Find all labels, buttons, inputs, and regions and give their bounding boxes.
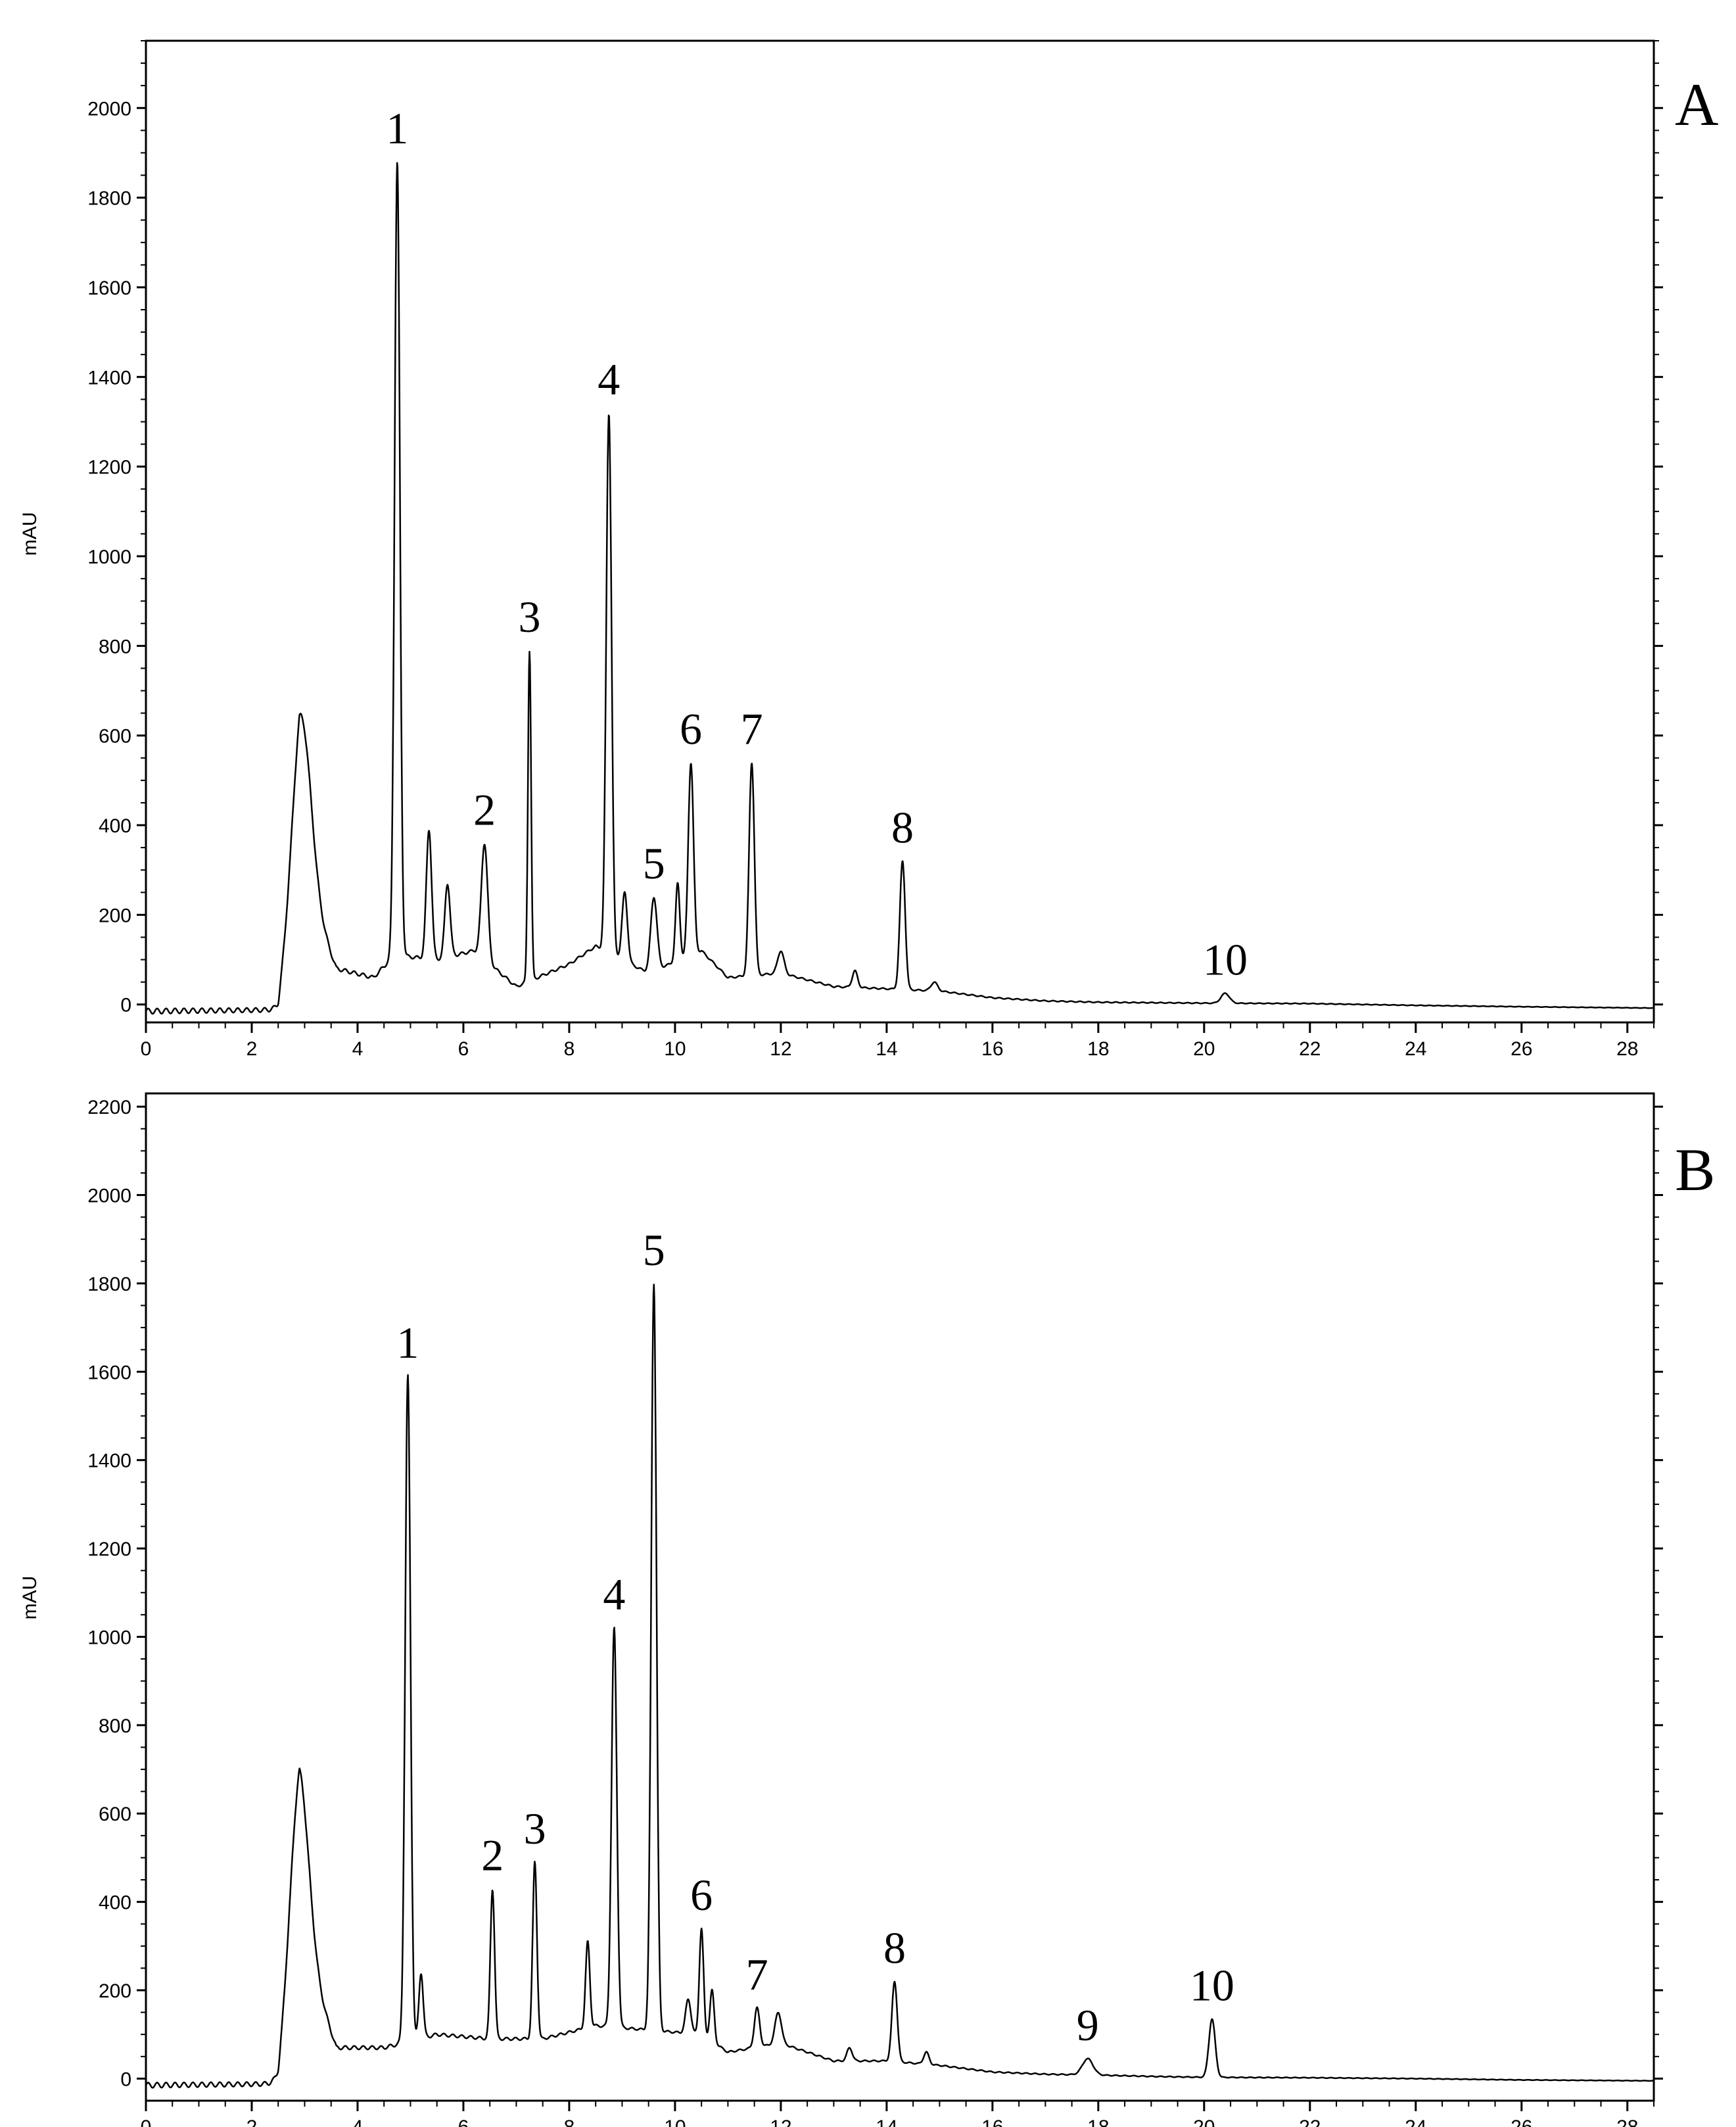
series-line xyxy=(145,162,1654,1015)
y-axis: 0 200 400 600 800 1000 1200 1400 1600 1800 2000 xyxy=(87,40,1663,1016)
panel-b: 0200400600800100012001400160018002000220… xyxy=(19,1092,1715,2127)
x-tick-label: 12 xyxy=(770,2116,791,2127)
peak-labels: 1 2 3 4 5 6 7 8 10 xyxy=(386,103,1248,985)
y-tick-label: 2000 xyxy=(87,98,131,120)
peak-label-6: 6 xyxy=(690,1870,713,1920)
y-tick-label: 1400 xyxy=(87,367,131,389)
x-tick-label: 0 xyxy=(141,2116,152,2127)
x-tick-label: 8 xyxy=(564,2116,575,2127)
peak-label-8: 8 xyxy=(891,803,914,853)
x-tick-label: 8 xyxy=(564,1038,575,1060)
y-tick-label: 800 xyxy=(99,636,131,657)
peak-label-5: 5 xyxy=(643,838,665,888)
x-tick-label: 12 xyxy=(770,1038,791,1060)
x-tick-label: 10 xyxy=(664,2116,686,2127)
y-tick-label: 0 xyxy=(120,995,131,1016)
x-tick-label: 14 xyxy=(876,2116,897,2127)
peak-label-7: 7 xyxy=(741,704,763,754)
y-tick-label: 600 xyxy=(99,726,131,748)
x-tick-label: 16 xyxy=(981,2116,1003,2127)
peak-label-4: 4 xyxy=(598,354,620,404)
y-tick-label: 1600 xyxy=(87,1362,131,1383)
peak-label-1: 1 xyxy=(396,1318,419,1368)
y-tick-label: 0 xyxy=(120,2068,131,2090)
series-line xyxy=(145,1283,1654,2089)
y-tick-label: 200 xyxy=(99,1980,131,2002)
peak-label-6: 6 xyxy=(680,704,702,754)
peak-label-10: 10 xyxy=(1190,1961,1234,2011)
peak-label-9: 9 xyxy=(1077,2000,1099,2050)
y-tick-label: 400 xyxy=(99,815,131,837)
peak-label-2: 2 xyxy=(473,784,496,834)
peak-label-7: 7 xyxy=(746,1949,768,1999)
x-tick-label: 16 xyxy=(981,1038,1003,1060)
x-tick-label: 4 xyxy=(352,1038,364,1060)
y-tick-label: 1600 xyxy=(87,277,131,299)
x-tick-label: 22 xyxy=(1299,2116,1321,2127)
plot-frame xyxy=(145,1092,1655,2102)
x-tick-label: 6 xyxy=(458,1038,469,1060)
y-tick-label: 2200 xyxy=(87,1097,131,1118)
x-tick-label: 24 xyxy=(1405,2116,1426,2127)
x-tick-label: 4 xyxy=(352,2116,364,2127)
x-tick-label: 26 xyxy=(1511,2116,1532,2127)
x-tick-label: 2 xyxy=(246,2116,258,2127)
x-tick-label: 18 xyxy=(1087,1038,1109,1060)
y-tick-label: 800 xyxy=(99,1715,131,1737)
y-tick-label: 1400 xyxy=(87,1450,131,1472)
peak-label-3: 3 xyxy=(524,1804,546,1853)
peak-label-1: 1 xyxy=(386,103,408,153)
plot-frame xyxy=(145,39,1655,1024)
x-tick-label: 22 xyxy=(1299,1038,1321,1060)
y-tick-label: 1200 xyxy=(87,1539,131,1560)
y-tick-label: 1800 xyxy=(87,1274,131,1295)
y-tick-label: 1000 xyxy=(87,546,131,568)
peak-label-4: 4 xyxy=(603,1569,625,1619)
panel-label: A xyxy=(1675,71,1718,138)
y-axis-label: mAU xyxy=(19,512,41,556)
x-tick-label: 28 xyxy=(1616,1038,1638,1060)
y-tick-label: 400 xyxy=(99,1892,131,1914)
x-tick-label: 18 xyxy=(1087,2116,1109,2127)
peak-label-5: 5 xyxy=(643,1225,665,1275)
peak-label-3: 3 xyxy=(519,592,541,642)
peak-label-8: 8 xyxy=(883,1923,906,1973)
y-tick-label: 1200 xyxy=(87,457,131,479)
y-tick-label: 600 xyxy=(99,1804,131,1825)
x-tick-label: 2 xyxy=(246,1038,258,1060)
x-tick-label: 0 xyxy=(141,1038,152,1060)
x-tick-label: 26 xyxy=(1511,1038,1532,1060)
x-tick-label: 28 xyxy=(1616,2116,1638,2127)
peak-label-2: 2 xyxy=(481,1830,504,1880)
y-tick-label: 1000 xyxy=(87,1627,131,1648)
x-tick-label: 6 xyxy=(458,2116,469,2127)
y-axis-label: mAU xyxy=(19,1576,41,1620)
y-axis: 0 200 400 600 800 1000 1200 1400 1600 1800 2000 220… xyxy=(87,1097,1663,2090)
y-tick-label: 1800 xyxy=(87,188,131,210)
x-tick-label: 24 xyxy=(1405,1038,1426,1060)
x-tick-label: 20 xyxy=(1193,1038,1215,1060)
panel-a: 0 200 400 600 800 1000 1200 1400 1600 1800 2000 0 2… xyxy=(19,39,1718,1060)
peak-label-10: 10 xyxy=(1203,935,1248,985)
y-tick-label: 200 xyxy=(99,905,131,926)
x-tick-label: 20 xyxy=(1193,2116,1215,2127)
panel-label: B xyxy=(1675,1136,1715,1203)
y-tick-label: 2000 xyxy=(87,1185,131,1207)
x-tick-label: 10 xyxy=(664,1038,686,1060)
x-tick-label: 14 xyxy=(876,1038,897,1060)
